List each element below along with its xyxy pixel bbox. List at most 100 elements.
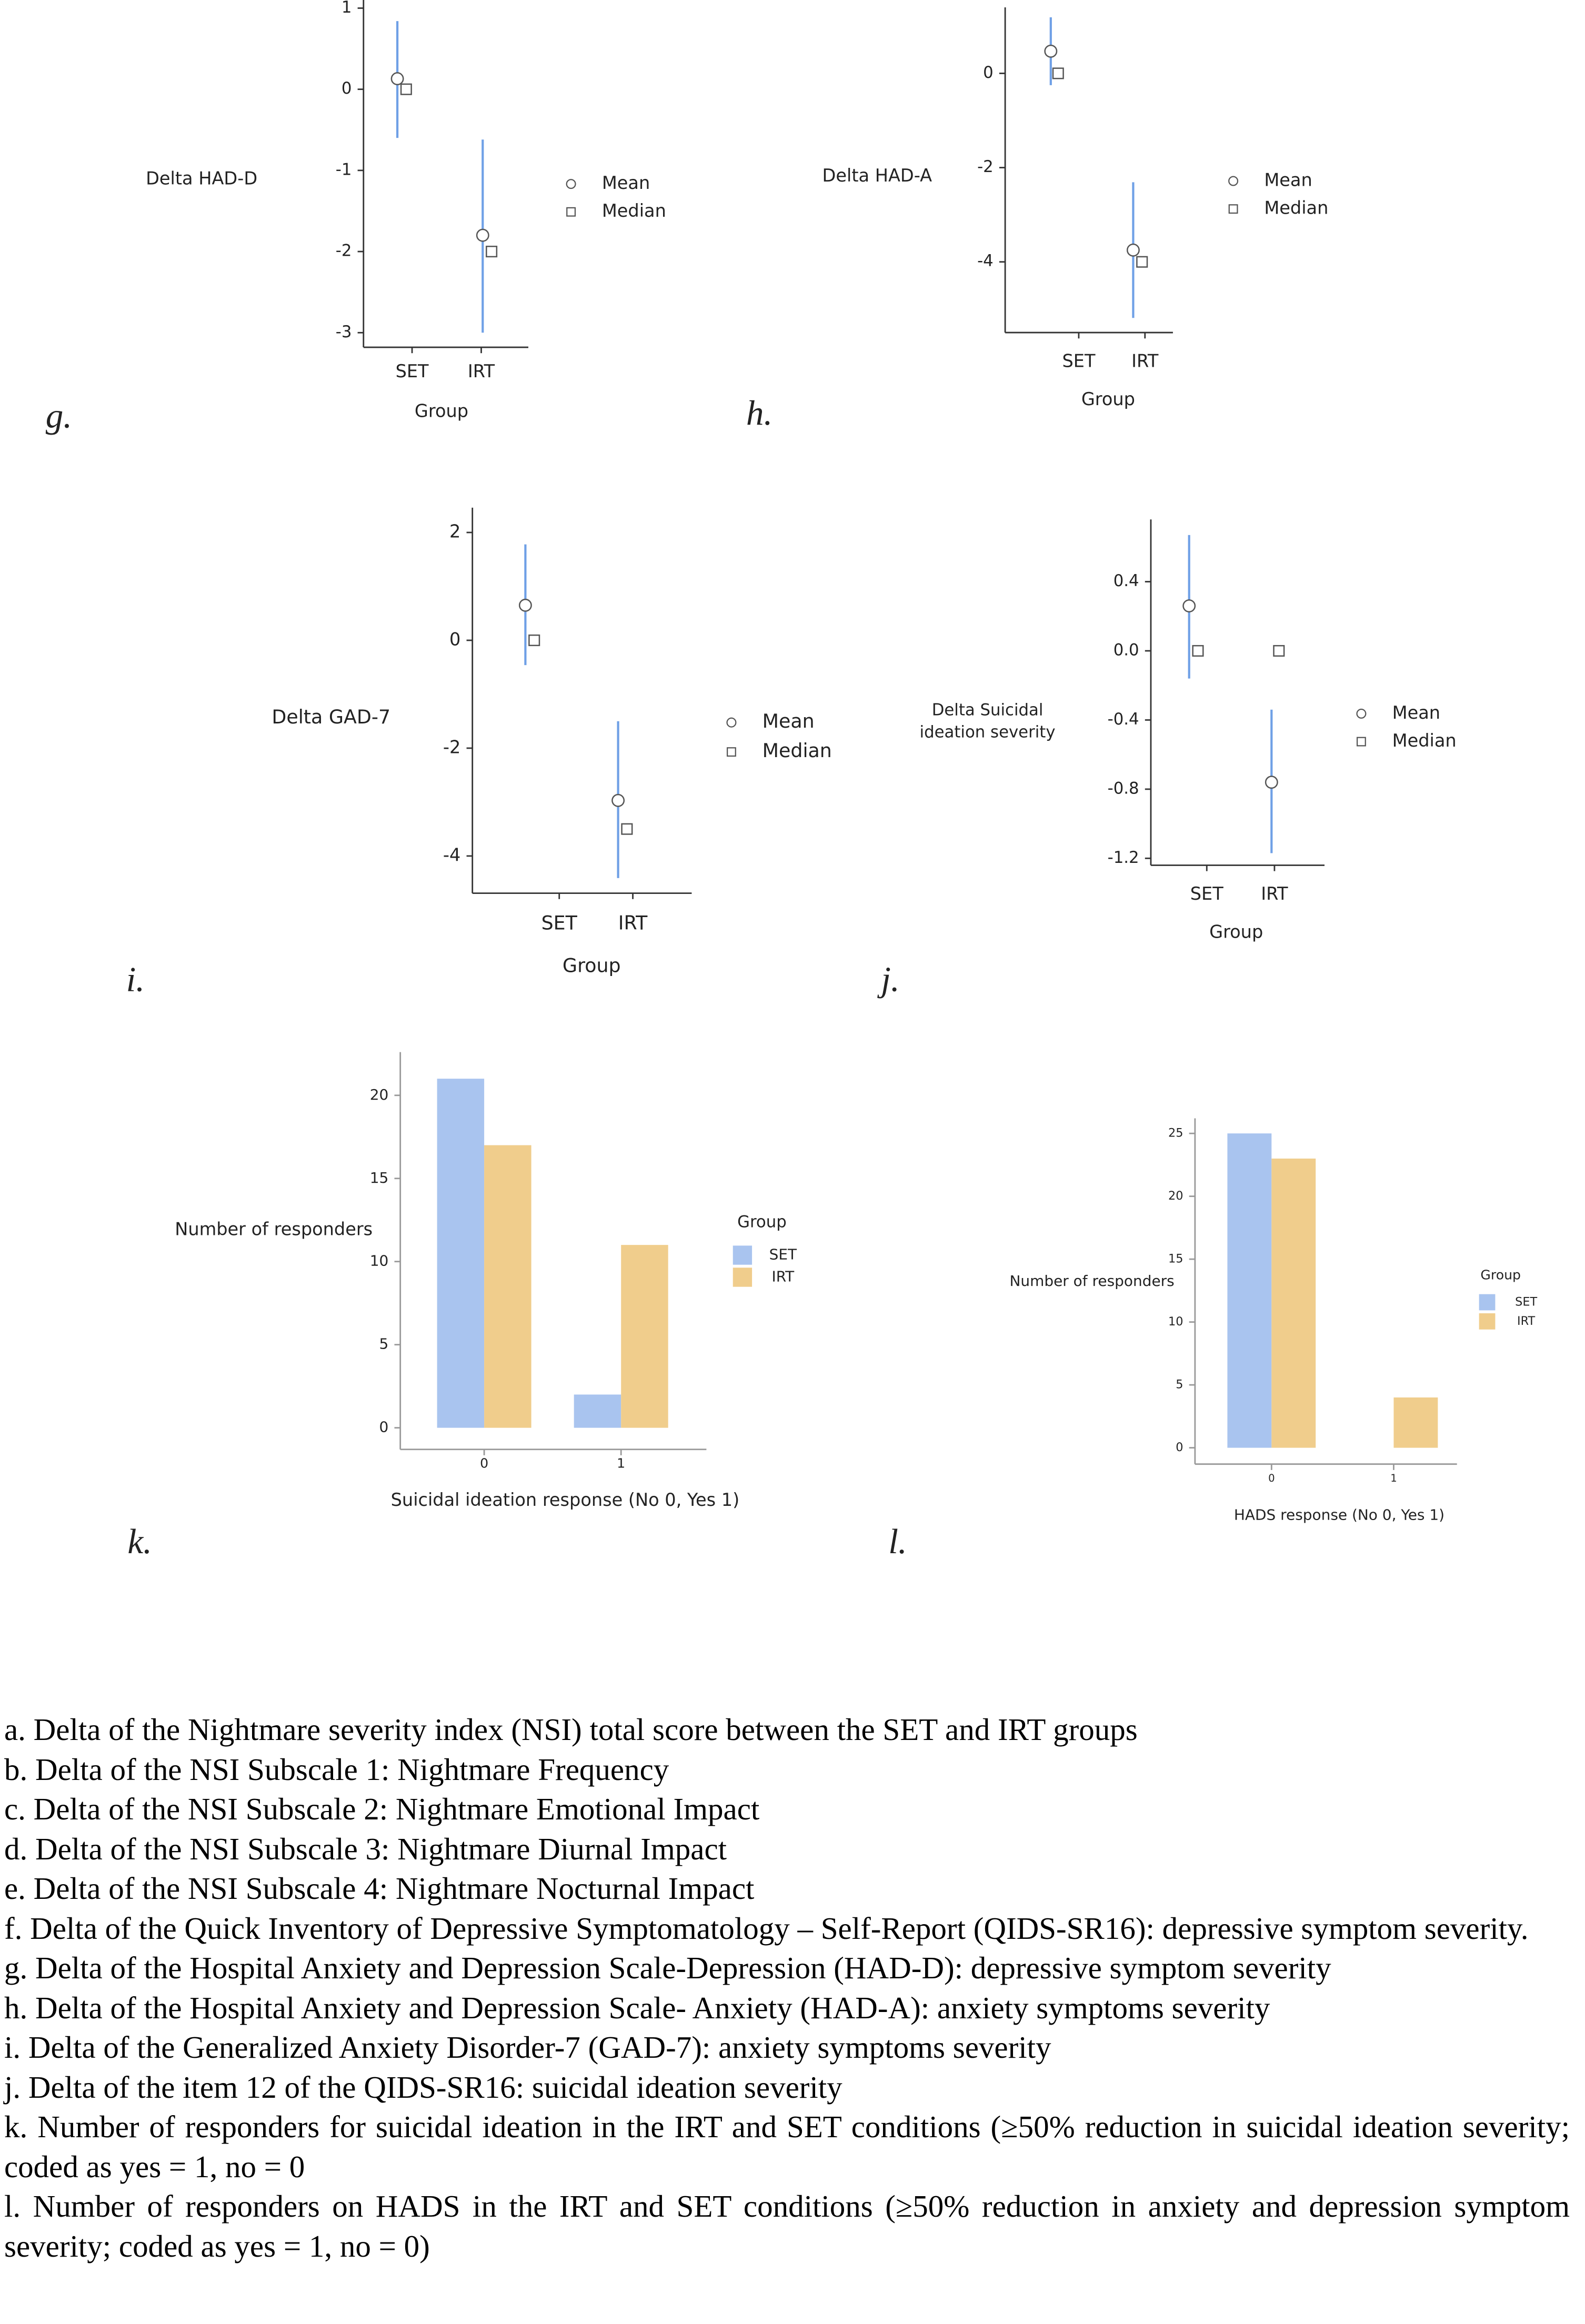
median-marker: [528, 634, 540, 647]
x-tick-label: 1: [617, 1456, 625, 1471]
mean-marker: [1126, 243, 1140, 257]
y-tick-label: 0.4: [1113, 571, 1139, 590]
y-tick-label: 5: [1176, 1378, 1183, 1392]
legend-label: Median: [1392, 730, 1457, 751]
y-axis-label: Delta Suicidal: [932, 700, 1044, 719]
caption-line: h. Delta of the Hospital Anxiety and Dep…: [4, 1990, 1270, 2025]
panel-label: j.: [877, 960, 899, 999]
mean-marker: [611, 793, 625, 807]
caption-line: k. Number of responders for suicidal ide…: [4, 2109, 1570, 2184]
y-axis-label: Number of responders: [1010, 1272, 1175, 1290]
legend-label: IRT: [771, 1268, 795, 1285]
x-tick-label: SET: [1190, 883, 1223, 904]
panel-label: l.: [888, 1522, 907, 1561]
legend-label: IRT: [1517, 1314, 1536, 1328]
caption-line: j. Delta of the item 12 of the QIDS-SR16…: [4, 2069, 842, 2105]
y-axis-label: ideation severity: [920, 722, 1056, 741]
legend-marker: [566, 207, 576, 217]
bar: [437, 1079, 485, 1428]
y-tick-label: 20: [370, 1086, 389, 1103]
x-axis-label: Suicidal ideation response (No 0, Yes 1): [391, 1490, 740, 1510]
caption-line: e. Delta of the NSI Subscale 4: Nightmar…: [4, 1871, 755, 1906]
median-marker: [1273, 645, 1285, 657]
legend-label: Mean: [1264, 170, 1312, 190]
caption-line: g. Delta of the Hospital Anxiety and Dep…: [4, 1950, 1331, 1985]
median-marker: [400, 83, 412, 95]
x-tick-label: IRT: [618, 911, 648, 934]
caption-line: f. Delta of the Quick Inventory of Depre…: [4, 1910, 1529, 1946]
x-tick-label: 1: [1390, 1472, 1397, 1484]
legend-swatch: [733, 1267, 753, 1287]
x-axis-label: Group: [415, 401, 468, 421]
y-tick-label: -2: [977, 157, 994, 176]
y-tick-label: 0: [449, 629, 460, 649]
x-tick-label: IRT: [1261, 883, 1288, 904]
bar: [1227, 1133, 1272, 1448]
caption-line: c. Delta of the NSI Subscale 2: Nightmar…: [4, 1792, 760, 1826]
y-tick-label: 0: [379, 1418, 389, 1436]
caption-line: b. Delta of the NSI Subscale 1: Nightmar…: [4, 1752, 669, 1787]
x-tick-label: SET: [396, 361, 429, 381]
legend-swatch: [1479, 1294, 1496, 1311]
x-tick-label: IRT: [1131, 351, 1159, 371]
legend-label: Median: [602, 200, 666, 221]
bar: [1393, 1397, 1438, 1448]
mean-marker: [518, 598, 532, 612]
legend-marker: [726, 747, 736, 757]
y-tick-label: 5: [379, 1335, 389, 1353]
y-tick-label: -4: [977, 251, 994, 270]
legend-label: Mean: [602, 173, 650, 193]
x-tick-label: 0: [1268, 1472, 1275, 1484]
panel-label: g.: [46, 396, 72, 435]
legend-marker: [1356, 737, 1366, 747]
y-tick-label: -3: [336, 323, 352, 341]
legend-label: Median: [763, 739, 832, 762]
mean-marker: [1182, 599, 1196, 613]
legend-label: SET: [769, 1246, 797, 1263]
median-marker: [621, 823, 633, 835]
legend-marker: [1228, 176, 1239, 186]
x-axis-label: HADS response (No 0, Yes 1): [1234, 1506, 1444, 1524]
legend-label: Mean: [763, 710, 815, 732]
y-tick-label: -2: [336, 242, 352, 260]
y-tick-label: 20: [1168, 1189, 1183, 1203]
bar: [484, 1145, 531, 1428]
legend-title: Group: [1480, 1267, 1521, 1283]
y-axis-label: Delta HAD-A: [822, 165, 932, 186]
legend-marker: [566, 179, 576, 189]
y-tick-label: 15: [1168, 1252, 1183, 1266]
panel-label: h.: [746, 393, 773, 432]
mean-marker: [390, 72, 404, 86]
median-marker: [486, 246, 498, 258]
legend-swatch: [733, 1245, 753, 1265]
caption-line: a. Delta of the Nightmare severity index…: [4, 1712, 1138, 1747]
y-tick-label: 10: [1168, 1315, 1183, 1329]
mean-marker: [1265, 776, 1278, 789]
y-tick-label: 10: [370, 1252, 389, 1270]
x-axis-label: Group: [563, 954, 621, 977]
caption: a. Delta of the Nightmare severity index…: [4, 1710, 1570, 2266]
mean-marker: [476, 228, 489, 242]
caption-line: l. Number of responders on HADS in the I…: [4, 2189, 1570, 2263]
y-tick-label: -0.8: [1108, 779, 1139, 798]
x-tick-label: SET: [1062, 351, 1095, 371]
bar: [1271, 1158, 1316, 1448]
legend-marker: [1228, 204, 1238, 214]
y-tick-label: -1.2: [1108, 848, 1139, 867]
x-tick-label: 0: [480, 1456, 488, 1471]
y-tick-label: 25: [1168, 1126, 1183, 1140]
y-tick-label: 0: [1176, 1441, 1183, 1454]
y-tick-label: 0.0: [1113, 640, 1139, 659]
legend-title: Group: [737, 1213, 787, 1232]
caption-line: d. Delta of the NSI Subscale 3: Nightmar…: [4, 1831, 727, 1866]
legend-marker: [1356, 708, 1367, 719]
y-tick-label: -4: [443, 844, 460, 865]
median-marker: [1052, 67, 1064, 79]
x-axis-label: Group: [1209, 922, 1263, 942]
y-tick-label: 2: [449, 521, 460, 542]
mean-marker: [1044, 44, 1058, 58]
y-axis-label: Number of responders: [175, 1219, 373, 1240]
y-axis-label: Delta HAD-D: [146, 168, 257, 189]
